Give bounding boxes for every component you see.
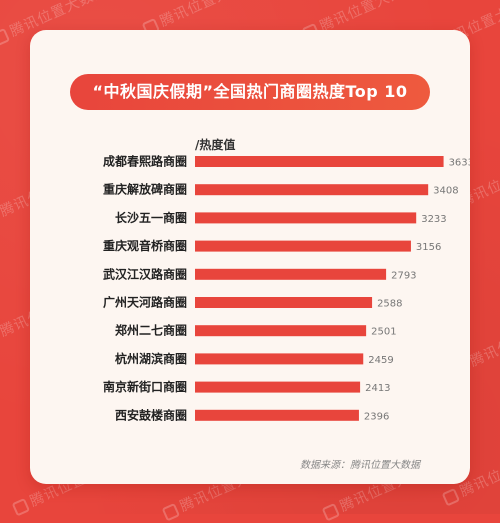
data-source: 数据来源：腾讯位置大数据: [300, 456, 420, 471]
value-label: 2396: [364, 411, 389, 422]
bar: [195, 241, 411, 252]
value-label: 2501: [371, 327, 396, 338]
bar: [195, 325, 366, 336]
value-label: 3156: [416, 242, 441, 253]
chart-card: “中秋国庆假期”全国热门商圈热度Top 10 /热度值 成都春熙路商圈3633重…: [30, 30, 470, 484]
bar: [195, 297, 372, 308]
category-label: 郑州二七商圈: [115, 323, 187, 338]
bar: [195, 382, 360, 393]
category-label: 重庆解放碑商圈: [103, 182, 187, 197]
bar: [195, 156, 444, 167]
value-label: 3233: [421, 214, 446, 225]
category-label: 长沙五一商圈: [115, 210, 187, 225]
value-label: 2413: [365, 383, 390, 394]
value-label: 2459: [368, 355, 393, 366]
value-label: 2588: [377, 299, 402, 310]
value-label: 2793: [391, 270, 416, 281]
category-label: 南京新街口商圈: [103, 379, 187, 394]
bar: [195, 212, 416, 223]
bar: [195, 184, 428, 195]
bar: [195, 353, 363, 364]
bar: [195, 269, 386, 280]
bar-chart: 成都春熙路商圈 3633 重庆解放碑商圈 3408 长沙五一商圈 3233 重庆观音桥商圈 3…: [30, 30, 470, 484]
category-label: 重庆观音桥商圈: [103, 238, 187, 253]
watermark-logo-icon: [162, 503, 180, 521]
category-label: 西安鼓楼商圈: [115, 407, 187, 422]
category-label: 杭州湖滨商圈: [115, 351, 187, 366]
category-label: 成都春熙路商圈: [103, 154, 187, 169]
bar: [195, 410, 359, 421]
value-label: 3633: [449, 158, 470, 169]
category-label: 广州天河路商圈: [103, 295, 187, 310]
category-label: 武汉江汉路商圈: [103, 266, 187, 281]
watermark-logo-icon: [322, 503, 340, 521]
value-label: 3408: [433, 186, 458, 197]
